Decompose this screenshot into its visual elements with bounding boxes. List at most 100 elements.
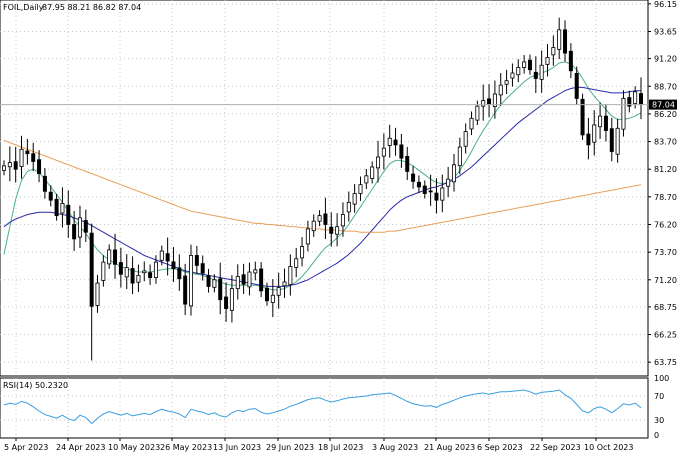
candle: [235, 264, 240, 300]
candle: [358, 176, 363, 201]
candle: [598, 102, 603, 139]
candle: [259, 262, 264, 298]
rsi-plot-frame: [0, 377, 649, 439]
candle-body-down: [72, 224, 77, 240]
candle-body-up: [153, 261, 158, 278]
candle-body-down: [31, 153, 36, 162]
x-tick-label: 3 Aug 2023: [372, 443, 418, 452]
x-tick-label: 21 Aug 2023: [424, 443, 475, 452]
candle-body-down: [130, 268, 135, 284]
candle: [142, 261, 147, 282]
candle: [48, 185, 53, 207]
candle-body-up: [364, 175, 369, 184]
y-tick-label: 71.20: [654, 276, 677, 285]
candle: [411, 165, 416, 189]
candle: [148, 264, 153, 285]
candle-body-down: [411, 173, 416, 182]
candle-body-down: [609, 128, 614, 152]
x-tick-label: 10 Oct 2023: [584, 443, 633, 452]
candle: [130, 256, 135, 295]
candle-body-down: [405, 155, 410, 172]
rsi-tick-label: 0: [654, 431, 659, 440]
candle: [516, 59, 521, 83]
candle-body-down: [113, 249, 118, 265]
candle-body-down: [434, 192, 439, 201]
candle-body-up: [270, 294, 275, 303]
candle-body-up: [504, 80, 509, 85]
candle: [124, 254, 129, 290]
candle-body-up: [387, 137, 392, 146]
candle: [621, 90, 626, 137]
rsi-line: [3, 389, 642, 425]
candle: [545, 44, 550, 77]
candle-body-up: [77, 217, 82, 238]
candle: [270, 279, 275, 318]
candle-body-up: [352, 193, 357, 205]
candle: [218, 262, 223, 315]
candle-body-up: [545, 57, 550, 65]
candle-body-up: [551, 47, 556, 56]
candle-body-down: [399, 144, 404, 159]
x-tick-label: 13 Jun 2023: [213, 443, 261, 452]
candle-body-up: [189, 255, 194, 307]
candle-body-up: [247, 271, 252, 288]
candle-body-up: [335, 226, 340, 235]
rsi-series: [3, 389, 642, 425]
y-tick-label: 73.70: [654, 248, 677, 257]
candle-body-up: [492, 93, 497, 108]
candle: [42, 168, 47, 199]
candle-body-up: [446, 178, 451, 187]
candle: [77, 205, 82, 249]
candle: [574, 66, 579, 105]
candle: [159, 245, 164, 266]
candle-body-down: [171, 261, 176, 270]
candlesticks: [2, 17, 644, 361]
main-plot-frame: [0, 0, 649, 377]
rsi-label: RSI(14) 50.2320: [3, 381, 68, 390]
candle-body-down: [259, 268, 264, 292]
candle: [247, 262, 252, 296]
ma-slow-line: [3, 139, 642, 233]
candle: [352, 184, 357, 213]
candle: [305, 220, 310, 252]
candle-body-down: [66, 204, 71, 225]
candle: [83, 209, 88, 242]
rsi-tick-label: 100: [654, 374, 669, 383]
candle: [229, 275, 234, 323]
candle: [177, 254, 182, 291]
candle-body-up: [598, 115, 603, 128]
candle-body-up: [2, 165, 7, 171]
rsi-axis-labels: 100 70 30 0: [654, 374, 669, 440]
x-tick-label: 26 May 2023: [160, 443, 212, 452]
candle: [89, 223, 94, 361]
candle: [37, 150, 42, 183]
y-tick-label: 78.70: [654, 193, 677, 202]
candle-body-down: [428, 190, 433, 193]
y-tick-label: 93.65: [654, 28, 677, 37]
candle: [189, 244, 194, 316]
candle-body-up: [481, 100, 486, 107]
candle-body-down: [264, 287, 269, 302]
candle: [557, 17, 562, 60]
candle-body-up: [124, 267, 129, 278]
candle-body-down: [639, 93, 644, 106]
candle-body-up: [522, 61, 527, 68]
header-ohlc: 87.95 88.21 86.82 87.04: [42, 3, 141, 12]
candle-body-up: [101, 261, 106, 281]
candle: [627, 90, 632, 113]
y-axis-labels: 96.15 93.65 91.20 88.70 86.20 83.70 81.20 78.70…: [654, 0, 677, 367]
candle-body-down: [393, 139, 398, 146]
candle: [522, 55, 527, 74]
candle-body-up: [376, 156, 381, 169]
rsi-grid: [0, 395, 648, 421]
candle-body-down: [568, 50, 573, 72]
y-tick-label: 76.20: [654, 220, 677, 229]
candle: [13, 146, 18, 183]
candle-body-up: [463, 131, 468, 147]
candle: [212, 274, 217, 293]
candle: [153, 255, 158, 284]
candle: [300, 237, 305, 267]
candle: [463, 123, 468, 154]
candle: [568, 43, 573, 79]
